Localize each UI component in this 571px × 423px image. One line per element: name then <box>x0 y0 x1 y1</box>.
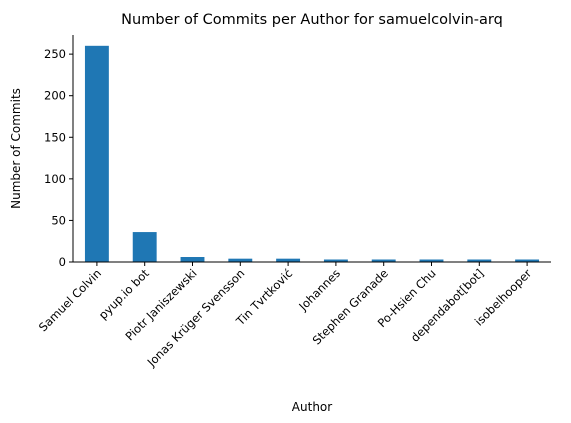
x-tick-label: Samuel Colvin <box>36 266 104 334</box>
chart-title: Number of Commits per Author for samuelc… <box>121 12 503 28</box>
bar <box>84 45 109 262</box>
y-tick-label: 0 <box>59 255 66 269</box>
x-axis-label: Author <box>292 400 332 414</box>
y-axis: 0 50 100 150 200 250 <box>44 47 73 269</box>
bar <box>228 258 253 262</box>
bar <box>323 259 348 262</box>
bars-group <box>84 45 540 262</box>
y-tick-label: 50 <box>51 213 66 227</box>
bar <box>132 232 157 262</box>
y-axis-label: Number of Commits <box>9 88 23 209</box>
bar <box>180 257 205 262</box>
bar <box>467 259 492 262</box>
y-tick-label: 100 <box>44 172 66 186</box>
bar <box>276 258 301 262</box>
x-tick-label: Jonas Krüger Svensson <box>144 266 248 370</box>
bar <box>419 259 444 262</box>
x-tick-label: Johannes <box>295 266 343 314</box>
bar <box>515 259 540 262</box>
bar <box>371 259 396 262</box>
y-tick-label: 250 <box>44 47 66 61</box>
y-tick-label: 200 <box>44 89 66 103</box>
y-tick-label: 150 <box>44 130 66 144</box>
